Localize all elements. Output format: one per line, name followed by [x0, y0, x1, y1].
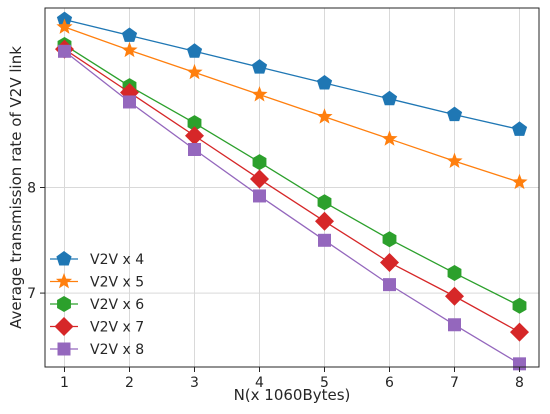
legend-marker [54, 317, 74, 336]
legend-item: V2V x 7 [50, 317, 144, 336]
data-point [315, 211, 334, 231]
x-axis-label: N(x 1060Bytes) [234, 386, 351, 404]
data-point [251, 86, 268, 102]
data-point [510, 322, 529, 342]
data-point [123, 95, 136, 109]
data-point [512, 297, 527, 314]
data-point [185, 126, 204, 146]
data-point [251, 59, 268, 74]
ticks: 1 2 3 4 5 6 7 8 7 8 [27, 181, 524, 392]
data-point [58, 44, 71, 58]
series-line [64, 48, 520, 333]
series-5 [58, 44, 526, 371]
legend-item: V2V x 6 [50, 296, 144, 313]
legend-label: V2V x 4 [90, 252, 144, 268]
legend-label: V2V x 8 [90, 342, 144, 358]
data-point [381, 90, 398, 106]
series-line [64, 44, 520, 307]
data-point [56, 18, 73, 34]
legend-item: V2V x 8 [50, 342, 144, 358]
x-tick-label: 6 [385, 375, 394, 391]
legend-marker [56, 251, 72, 266]
data-point [445, 286, 464, 306]
data-point [252, 154, 267, 171]
legend-marker [57, 296, 71, 312]
data-point [186, 63, 203, 80]
data-point [187, 115, 202, 132]
data-point [316, 108, 333, 124]
x-tick-label: 3 [190, 375, 199, 391]
data-point [383, 278, 396, 292]
data-point [316, 74, 333, 90]
x-tick-label: 1 [60, 375, 69, 391]
series-2 [56, 18, 528, 190]
series-3 [57, 36, 527, 314]
series-layer [55, 11, 529, 371]
data-point [511, 121, 528, 136]
data-point [253, 189, 266, 203]
grid [45, 8, 539, 367]
legend-label: V2V x 6 [90, 297, 144, 313]
series-line [64, 26, 520, 183]
x-tick-label: 2 [125, 375, 134, 391]
legend-item: V2V x 5 [50, 273, 144, 291]
series-1 [56, 11, 528, 136]
data-point [446, 152, 463, 168]
data-point [121, 41, 138, 58]
data-point [250, 169, 269, 189]
data-point [317, 194, 332, 211]
data-point [447, 265, 462, 282]
data-point [511, 173, 528, 190]
legend-marker [57, 342, 71, 356]
x-tick-label: 5 [320, 375, 329, 391]
data-point [188, 142, 201, 156]
data-point [382, 231, 397, 248]
legend-marker [55, 273, 73, 289]
y-tick-label: 8 [27, 181, 36, 197]
y-tick-label: 7 [27, 286, 36, 302]
legend: V2V x 4 V2V x 5 V2V x 6 V2V x 7 V2V x 8 [50, 251, 144, 358]
data-point [381, 130, 398, 146]
y-axis-label: Average transmission rate of V2V link [7, 46, 25, 329]
x-tick-label: 7 [450, 375, 459, 391]
series-line [64, 18, 520, 131]
data-point [446, 106, 463, 122]
data-point [318, 233, 331, 247]
series-line [64, 50, 520, 365]
x-tick-label: 8 [515, 375, 524, 391]
data-point [121, 27, 138, 42]
data-point [380, 252, 399, 272]
data-point [448, 318, 461, 332]
x-tick-label: 4 [255, 375, 264, 391]
data-point [186, 43, 203, 58]
legend-item: V2V x 4 [50, 251, 144, 268]
legend-label: V2V x 7 [90, 320, 144, 336]
legend-label: V2V x 5 [90, 275, 144, 291]
